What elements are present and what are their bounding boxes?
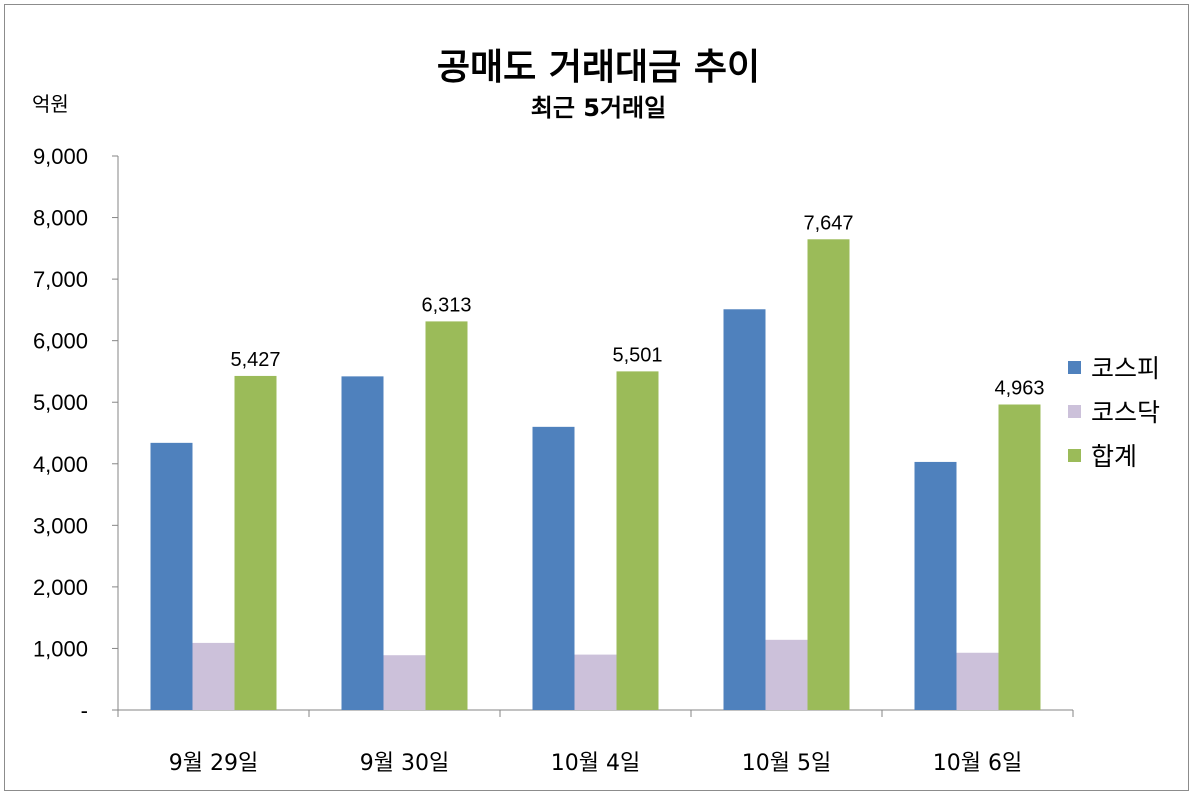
bar-kosdaq [765,639,808,710]
legend-label-total: 합계 [1091,442,1138,471]
legend: 코스피 코스닥 합계 [1068,345,1160,477]
y-tick-label: 7,000 [33,267,88,292]
x-category-label: 9월 30일 [360,751,449,776]
x-category-label: 10월 4일 [551,751,640,776]
data-label: 7,647 [803,212,853,234]
y-axis-unit-label: 억원 [32,92,69,116]
y-tick-label: 1,000 [33,636,88,661]
y-tick-label: 2,000 [33,575,88,600]
legend-swatch-kospi [1068,360,1081,374]
y-tick-label: - [81,698,88,723]
y-tick-label: 8,000 [33,206,88,231]
bar-kospi [914,461,957,710]
y-tick-label: 6,000 [33,329,88,354]
chart-title: 공매도 거래대금 추이 [436,47,761,88]
y-tick-label: 3,000 [33,513,88,538]
legend-swatch-kosdaq [1068,404,1081,418]
y-tick-label: 4,000 [33,452,88,477]
x-category-label: 10월 5일 [742,751,831,776]
bar-kospi [532,426,575,710]
data-label: 5,427 [230,349,280,371]
data-label: 6,313 [421,294,471,316]
chart-subtitle: 최근 5거래일 [530,94,667,122]
bar-kosdaq [956,652,999,710]
legend-label-kosdaq: 코스닥 [1091,398,1161,427]
bar-kospi [150,442,193,710]
x-category-label: 9월 29일 [169,751,258,776]
bar-kospi [723,309,766,710]
bar-total [234,375,277,710]
bar-total [807,239,850,710]
legend-item-kospi: 코스피 [1068,345,1160,389]
bar-total [998,404,1041,710]
bar-kosdaq [383,655,426,710]
data-label: 4,963 [994,377,1044,399]
data-label: 5,501 [612,344,662,366]
legend-swatch-total [1068,448,1081,462]
bar-total [425,321,468,710]
x-category-label: 10월 6일 [933,751,1022,776]
y-tick-label: 9,000 [33,144,88,169]
legend-label-kospi: 코스피 [1091,354,1161,383]
bar-kospi [341,376,384,710]
bar-kosdaq [192,642,235,710]
legend-item-kosdaq: 코스닥 [1068,389,1160,433]
bar-total [616,371,659,710]
bar-kosdaq [574,654,617,710]
legend-item-total: 합계 [1068,433,1160,477]
y-tick-label: 5,000 [33,390,88,415]
